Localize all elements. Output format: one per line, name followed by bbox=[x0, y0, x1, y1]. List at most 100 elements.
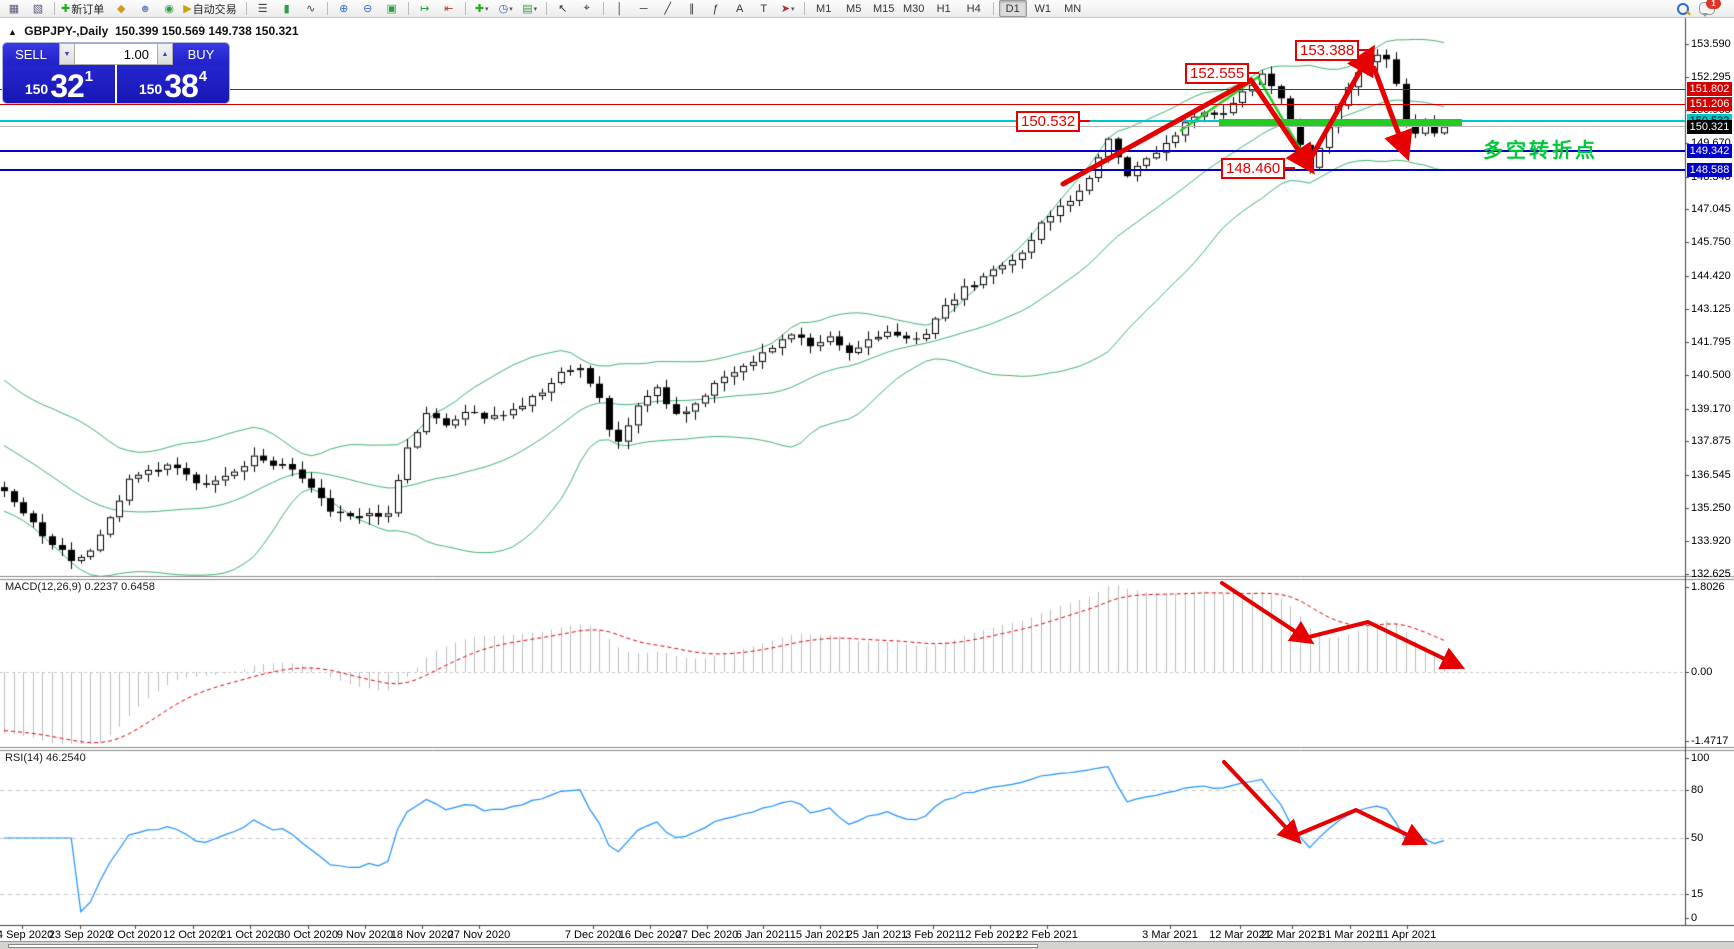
bid-pip-digit: 1 bbox=[84, 68, 94, 85]
timeframe-button-h1[interactable]: H1 bbox=[936, 2, 951, 15]
publisher-icon[interactable]: ☻ bbox=[139, 2, 151, 15]
status-strip bbox=[0, 941, 1734, 949]
styler-icon[interactable]: ◆ bbox=[116, 3, 126, 15]
arrows-icon[interactable]: ➤ ▾ bbox=[780, 3, 795, 15]
trade-panel-toggle-icon[interactable]: ▲ bbox=[8, 27, 17, 37]
macd-label: MACD(12,26,9) 0.2237 0.6458 bbox=[5, 581, 155, 593]
horizontal-line-icon[interactable]: ─ bbox=[639, 2, 648, 15]
price-annotation-148.460[interactable]: 148.460 bbox=[1221, 158, 1286, 179]
price-axis-tick: 132.625 bbox=[1691, 568, 1731, 580]
date-axis-label: 14 Sep 2020 bbox=[0, 929, 54, 941]
cursor-icon[interactable]: ↖ bbox=[558, 3, 568, 15]
bid-price[interactable]: 150 32 1 bbox=[3, 65, 115, 103]
sell-button[interactable]: SELL bbox=[3, 43, 59, 65]
trendline-icon[interactable]: ╱ bbox=[664, 3, 671, 15]
toolbar-separator bbox=[602, 2, 604, 15]
volume-input[interactable]: 1.00 bbox=[75, 43, 157, 65]
timeframe-button-mn[interactable]: MN bbox=[1064, 2, 1082, 15]
date-axis-label: 27 Nov 2020 bbox=[447, 929, 511, 941]
line-chart-icon[interactable]: ∿ bbox=[306, 3, 316, 15]
date-axis-label: 23 Sep 2020 bbox=[48, 929, 112, 941]
new-order-button[interactable]: ✚ 新订单 bbox=[61, 3, 105, 16]
toolbar-separator bbox=[407, 2, 409, 15]
date-axis-label: 22 Feb 2021 bbox=[1016, 929, 1078, 941]
search-icon-glyph bbox=[1677, 2, 1691, 15]
zoom-out-icon[interactable]: ⊖ bbox=[363, 3, 373, 15]
rsi-scale-label: 50 bbox=[1691, 832, 1704, 844]
text-label-icon[interactable]: T bbox=[760, 2, 768, 15]
symbol-period-label: GBPJPY-,Daily bbox=[24, 24, 109, 38]
crosshair-icon[interactable]: ⌖ bbox=[583, 2, 590, 14]
toolbar: ▦ ▧ ✚ 新订单 ◆ ☻ ◉ ▶ 自动交易 ☰ ▮ ∿ ⊕ ⊖ ▣ ↦ ⇤ ✚ ▾ ◷ ▾ ▤ ▾ ↖ ⌖ │ ─ ╱ ∥ ƒ A T ➤ ▾ M… bbox=[0, 0, 1734, 18]
candlestick-icon[interactable]: ▮ bbox=[283, 3, 290, 15]
level-line-150.321[interactable] bbox=[0, 126, 1685, 128]
text-icon[interactable]: A bbox=[736, 2, 744, 15]
templates-button[interactable]: ▤ ▾ bbox=[522, 3, 538, 15]
rsi-scale-label: 80 bbox=[1691, 784, 1704, 796]
fibonacci-icon[interactable]: ƒ bbox=[712, 2, 719, 15]
date-axis-label: 9 Nov 2020 bbox=[336, 929, 394, 941]
date-axis-label: 6 Jan 2021 bbox=[735, 929, 791, 941]
buy-button[interactable]: BUY bbox=[173, 43, 229, 65]
price-annotation-150.532[interactable]: 150.532 bbox=[1016, 111, 1081, 132]
volume-increase-button[interactable]: ▲ bbox=[157, 43, 173, 65]
tile-windows-icon[interactable]: ▣ bbox=[386, 3, 397, 15]
price-annotation-152.555[interactable]: 152.555 bbox=[1185, 63, 1250, 84]
ask-big-digits: 38 bbox=[164, 68, 199, 103]
volume-decrease-button[interactable]: ▼ bbox=[59, 43, 75, 65]
timeframe-button-m15[interactable]: M15 bbox=[872, 2, 895, 15]
support-zone-bar[interactable] bbox=[1219, 119, 1462, 126]
price-axis-tick: 137.875 bbox=[1691, 435, 1731, 448]
timeframe-button-m5[interactable]: M5 bbox=[846, 2, 862, 15]
level-line-148.588[interactable] bbox=[0, 169, 1685, 172]
autotrading-button[interactable]: ▶ 自动交易 bbox=[183, 3, 237, 16]
rsi-scale-label: 100 bbox=[1691, 752, 1710, 764]
level-line-151.802[interactable] bbox=[0, 88, 1685, 90]
date-axis-label: 21 Oct 2020 bbox=[220, 929, 280, 941]
date-axis-label: 22 Mar 2021 bbox=[1261, 929, 1323, 941]
price-axis-tick: 145.750 bbox=[1691, 236, 1731, 249]
date-axis-label: 25 Jan 2021 bbox=[846, 929, 908, 941]
auto-scroll-icon[interactable]: ↦ bbox=[420, 3, 430, 15]
date-axis-label: 12 Oct 2020 bbox=[163, 929, 223, 941]
signals-icon[interactable]: ◉ bbox=[164, 3, 175, 15]
toolbar-separator bbox=[54, 2, 55, 15]
timeframe-button-d1[interactable]: D1 bbox=[998, 0, 1027, 17]
market-watch-icon[interactable]: ▦ bbox=[8, 3, 20, 15]
date-axis-label: 31 Mar 2021 bbox=[1319, 929, 1381, 941]
date-axis-label: 3 Mar 2021 bbox=[1142, 929, 1198, 941]
timeframe-button-m30[interactable]: M30 bbox=[902, 2, 925, 15]
channel-icon[interactable]: ∥ bbox=[688, 3, 695, 15]
price-axis-tick: 152.295 bbox=[1691, 70, 1731, 83]
price-badge-149.342: 149.342 bbox=[1687, 144, 1732, 159]
level-line-150.532[interactable] bbox=[0, 120, 1685, 123]
bar-chart-icon[interactable]: ☰ bbox=[257, 3, 268, 15]
date-axis-label: 12 Mar 2021 bbox=[1209, 929, 1271, 941]
bid-prefix: 150 bbox=[24, 81, 49, 97]
annotation-leader-line bbox=[1247, 72, 1259, 74]
rsi-scale-label: 15 bbox=[1691, 888, 1704, 900]
search-icon[interactable] bbox=[1672, 0, 1694, 17]
level-line-151.206[interactable] bbox=[0, 103, 1685, 105]
horizontal-scrollbar[interactable] bbox=[8, 944, 1038, 948]
chat-icon[interactable]: 1 bbox=[1696, 0, 1721, 17]
ohlc-values: 150.399 150.569 149.738 150.321 bbox=[114, 24, 299, 38]
ask-price[interactable]: 150 38 4 bbox=[117, 65, 229, 103]
zoom-in-icon[interactable]: ⊕ bbox=[339, 3, 349, 15]
indicators-button[interactable]: ✚ ▾ bbox=[474, 3, 489, 15]
price-annotation-153.388[interactable]: 153.388 bbox=[1295, 40, 1360, 61]
navigator-icon[interactable]: ▧ bbox=[32, 3, 44, 15]
timeframe-button-w1[interactable]: W1 bbox=[1034, 2, 1051, 15]
chart-title: ▲ GBPJPY-,Daily 150.399 150.569 149.738 … bbox=[8, 24, 299, 38]
timeframe-button-h4[interactable]: H4 bbox=[966, 2, 981, 15]
timeframe-button-m1[interactable]: M1 bbox=[816, 2, 832, 15]
chart-shift-icon[interactable]: ⇤ bbox=[444, 3, 454, 15]
vertical-line-icon[interactable]: │ bbox=[616, 2, 624, 15]
periods-button[interactable]: ◷ ▾ bbox=[498, 3, 513, 15]
turning-point-text[interactable]: 多空转折点 bbox=[1483, 140, 1598, 162]
level-line-149.342[interactable] bbox=[0, 150, 1685, 153]
toolbar-separator bbox=[326, 2, 328, 15]
date-axis-label: 15 Jan 2021 bbox=[789, 929, 851, 941]
